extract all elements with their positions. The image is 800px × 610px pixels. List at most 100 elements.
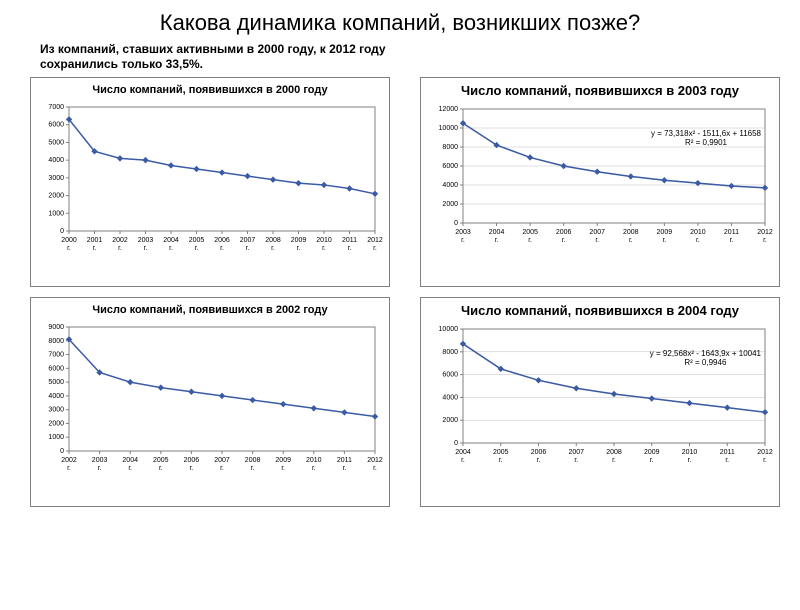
chart-title: Число компаний, появившихся в 2000 году [35,84,385,97]
series-marker [169,163,174,168]
series-marker [347,186,352,191]
x-tick-label: 2006 [531,449,547,456]
series-marker [194,166,199,171]
series-marker [763,410,768,415]
y-tick-label: 3000 [48,406,64,413]
x-tick-label: 2003 [92,457,108,464]
series-marker [628,174,633,179]
y-tick-label: 4000 [442,395,458,402]
x-tick-label: г. [763,237,767,244]
y-tick-label: 8000 [48,338,64,345]
x-tick-label: 2004 [122,457,138,464]
x-tick-label: 2005 [189,237,205,244]
y-tick-label: 8000 [442,144,458,151]
x-tick-label: г. [169,245,173,252]
x-tick-label: г. [312,465,316,472]
x-tick-label: 2008 [265,237,281,244]
x-tick-label: г. [348,245,352,252]
x-tick-label: 2004 [163,237,179,244]
series-marker [662,178,667,183]
x-tick-label: 2011 [342,237,357,244]
x-tick-label: 2011 [337,457,352,464]
x-tick-label: г. [612,457,616,464]
series-marker [763,185,768,190]
series-marker [118,156,123,161]
series-marker [373,191,378,196]
x-tick-label: г. [220,245,224,252]
x-tick-label: 2006 [556,229,572,236]
x-tick-label: г. [461,457,465,464]
x-tick-label: 2003 [138,237,154,244]
y-tick-label: 1000 [48,210,64,217]
x-tick-label: 2012 [757,229,773,236]
y-tick-label: 5000 [48,379,64,386]
x-tick-label: г. [271,245,275,252]
x-tick-label: г. [67,465,71,472]
x-tick-label: г. [537,457,541,464]
x-tick-label: г. [246,245,250,252]
series-marker [250,397,255,402]
y-tick-label: 2000 [48,420,64,427]
x-tick-label: г. [190,465,194,472]
x-tick-label: 2000 [61,237,77,244]
y-tick-label: 6000 [442,163,458,170]
x-tick-label: г. [461,237,465,244]
series-marker [311,406,316,411]
x-tick-label: г. [98,465,102,472]
y-tick-label: 2000 [442,201,458,208]
x-tick-label: г. [629,237,633,244]
y-tick-label: 6000 [48,122,64,129]
charts-grid: Число компаний, появившихся в 2000 году 0… [30,77,770,507]
series-marker [561,164,566,169]
y-tick-label: 12000 [439,106,459,113]
y-tick-label: 3000 [48,175,64,182]
series-marker [245,173,250,178]
x-tick-label: г. [688,457,692,464]
y-tick-label: 2000 [48,192,64,199]
x-tick-label: 2003 [455,229,471,236]
y-tick-label: 6000 [48,365,64,372]
series-marker [220,393,225,398]
series-marker [189,389,194,394]
series-marker [220,170,225,175]
x-tick-label: г. [128,465,132,472]
y-tick-label: 4000 [48,157,64,164]
y-tick-label: 1000 [48,434,64,441]
x-tick-label: 2006 [184,457,200,464]
x-tick-label: г. [763,457,767,464]
x-tick-label: 2007 [568,449,584,456]
x-tick-label: г. [118,245,122,252]
x-tick-label: 2010 [690,229,706,236]
y-tick-label: 10000 [439,125,459,132]
x-tick-label: 2006 [214,237,230,244]
y-tick-label: 2000 [442,417,458,424]
x-tick-label: 2007 [240,237,256,244]
x-tick-label: г. [725,457,729,464]
series-marker [729,184,734,189]
x-tick-label: г. [281,465,285,472]
y-tick-label: 4000 [442,182,458,189]
x-tick-label: г. [297,245,301,252]
series-marker [612,392,617,397]
x-tick-label: г. [595,237,599,244]
x-tick-label: 2009 [657,229,673,236]
chart-panel-2000: Число компаний, появившихся в 2000 году 0… [30,77,390,287]
trend-equation: y = 92,568x² - 1643,9x + 10041R² = 0,994… [650,350,761,368]
x-tick-label: 2012 [367,237,383,244]
y-tick-label: 0 [60,228,64,235]
series-marker [143,157,148,162]
chart-title: Число компаний, появившихся в 2004 году [425,304,775,319]
x-tick-label: 2010 [316,237,332,244]
x-tick-label: 2005 [522,229,538,236]
y-tick-label: 6000 [442,372,458,379]
y-tick-label: 8000 [442,349,458,356]
series-marker [536,378,541,383]
y-tick-label: 7000 [48,351,64,358]
series-line [69,119,375,193]
trend-equation: y = 73,318x² - 1511,6x + 11658R² = 0,990… [651,130,761,148]
series-marker [574,386,579,391]
x-tick-label: 2004 [489,229,505,236]
x-tick-label: 2007 [214,457,230,464]
y-tick-label: 0 [454,220,458,227]
x-tick-label: г. [67,245,71,252]
